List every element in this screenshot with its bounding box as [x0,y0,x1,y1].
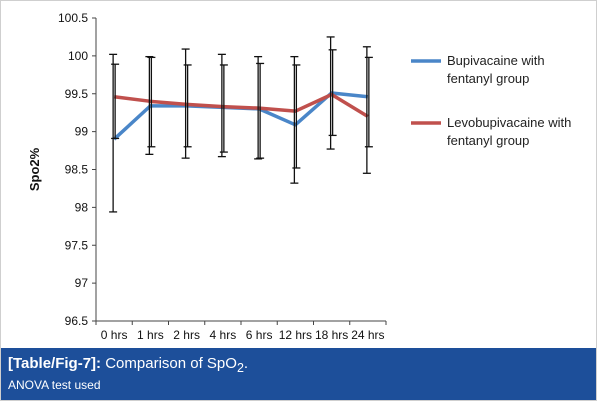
y-tick-label: 98 [75,200,89,214]
legend-label-line: Levobupivacaine with [447,115,571,130]
x-tick-label: 2 hrs [173,328,200,342]
y-tick-label: 97.5 [65,238,89,252]
y-tick-label: 99.5 [65,87,89,101]
caption-title-subscript: 2 [236,361,244,375]
y-tick-label: 100.5 [58,11,88,25]
y-tick-label: 98.5 [65,163,89,177]
figure-caption: [Table/Fig-7]: Comparison of SpO2. ANOVA… [1,348,596,400]
line-chart: 96.5 97 97.5 98 98.5 99 99.5 100 100.5 0 hrs 1 hrs… [27,11,571,342]
x-tick-label: 12 hrs [279,328,312,342]
caption-note: ANOVA test used [8,378,101,392]
caption-title-suffix: . [243,355,249,372]
x-tick-label: 6 hrs [246,328,273,342]
legend-label-1: Bupivacaine with fentanyl group [447,53,545,86]
legend-label-line: Bupivacaine with [447,53,545,68]
legend-label-2: Levobupivacaine with fentanyl group [447,115,571,148]
y-tick-label: 96.5 [65,314,89,328]
caption-title-text: Comparison of SpO [105,355,237,372]
y-tick-label: 100 [68,49,88,63]
x-tick-label: 4 hrs [210,328,237,342]
series-line-2 [113,92,369,118]
legend-label-line: fentanyl group [447,71,529,86]
y-axis-title: Spo2% [27,147,42,191]
legend-label-line: fentanyl group [447,133,529,148]
caption-title: [Table/Fig-7]: Comparison of SpO2. [8,355,248,375]
y-tick-label: 97 [75,276,89,290]
y-tick-label: 99 [75,125,89,139]
x-tick-label: 24 hrs [351,328,384,342]
caption-label: [Table/Fig-7]: [8,355,102,372]
x-tick-label: 0 hrs [101,328,128,342]
x-tick-label: 18 hrs [315,328,348,342]
x-tick-label: 1 hrs [137,328,164,342]
